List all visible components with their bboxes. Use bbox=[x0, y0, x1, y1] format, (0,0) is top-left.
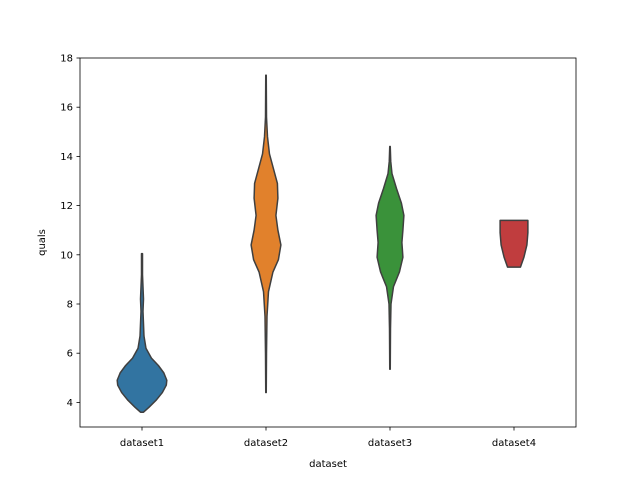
violin-series-group bbox=[116, 74, 529, 413]
y-tick-label: 16 bbox=[60, 103, 73, 114]
x-tick-label: dataset2 bbox=[244, 438, 288, 449]
violin-dataset3 bbox=[375, 145, 405, 370]
y-tick-label: 10 bbox=[60, 250, 73, 261]
y-axis: 4 6 8 10 12 14 16 18 bbox=[60, 54, 80, 409]
x-axis-label: dataset bbox=[309, 459, 347, 470]
plot-area-frame bbox=[79, 57, 577, 428]
x-tick-label: dataset4 bbox=[492, 438, 536, 449]
violin-dataset1 bbox=[116, 252, 168, 413]
violin-dataset2 bbox=[250, 74, 282, 394]
y-tick-label: 18 bbox=[60, 54, 73, 65]
y-axis-label: quals bbox=[37, 229, 48, 256]
y-tick-label: 6 bbox=[67, 349, 73, 360]
y-tick-label: 12 bbox=[60, 201, 73, 212]
y-tick-label: 8 bbox=[67, 300, 73, 311]
y-tick-label: 14 bbox=[60, 152, 73, 163]
y-tick-label: 4 bbox=[67, 398, 73, 409]
violin-dataset4 bbox=[499, 219, 529, 268]
x-axis: dataset1 dataset2 dataset3 dataset4 bbox=[120, 427, 536, 449]
x-tick-label: dataset1 bbox=[120, 438, 164, 449]
x-tick-label: dataset3 bbox=[368, 438, 412, 449]
